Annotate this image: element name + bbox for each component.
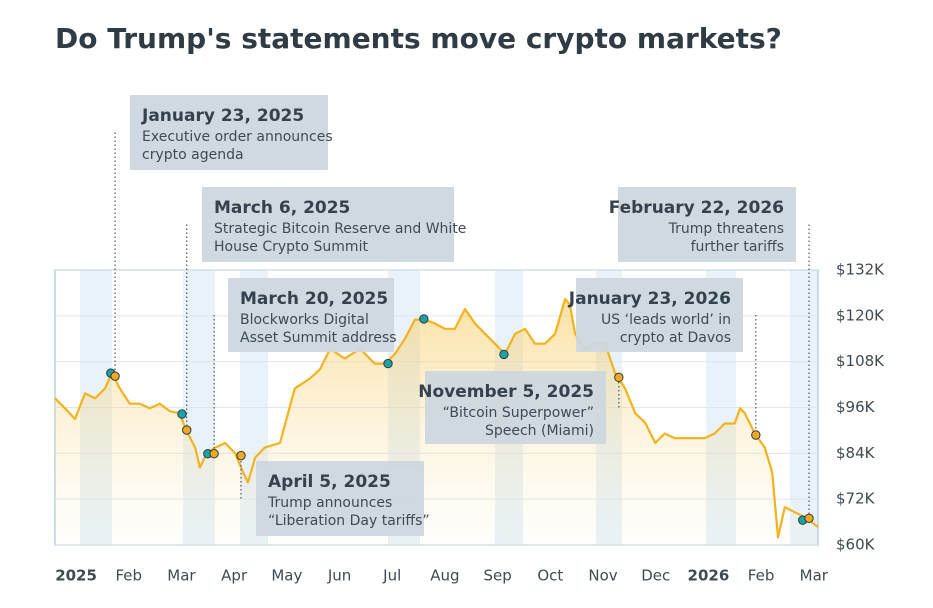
annotation-text: Strategic Bitcoin Reserve and White xyxy=(214,221,466,237)
event-marker xyxy=(614,372,624,383)
x-tick-label: Nov xyxy=(588,567,617,585)
x-tick-label: Mar xyxy=(167,567,196,585)
x-tick-label: May xyxy=(271,567,302,585)
x-tick-label: Aug xyxy=(430,567,459,585)
x-tick-label: 2025 xyxy=(55,567,97,585)
x-tick-label: Feb xyxy=(748,567,775,585)
annotation-box xyxy=(576,278,743,352)
annotation-date: March 6, 2025 xyxy=(214,198,350,218)
event-marker xyxy=(804,513,814,523)
event-marker xyxy=(499,349,509,360)
annotation-date: November 5, 2025 xyxy=(418,382,594,402)
x-tick-label: Mar xyxy=(800,567,829,585)
x-tick-label: Sep xyxy=(483,567,511,585)
x-tick-label: Dec xyxy=(641,567,670,585)
annotation-text: crypto agenda xyxy=(142,147,244,163)
x-tick-label: Apr xyxy=(221,567,248,585)
y-tick-label: $120K xyxy=(836,306,885,324)
annotation-text: crypto at Davos xyxy=(620,330,731,346)
annotation-text: Trump threatens xyxy=(668,221,784,237)
annotation-text: Executive order announces xyxy=(142,129,333,145)
annotation-text: Trump announces xyxy=(267,495,392,511)
annotation-box xyxy=(130,95,328,170)
event-marker xyxy=(419,314,429,324)
y-tick-label: $108K xyxy=(836,352,885,370)
annotation-text: “Bitcoin Superpower” xyxy=(443,405,594,421)
annotation-date: March 20, 2025 xyxy=(240,289,388,309)
annotation-date: April 5, 2025 xyxy=(268,472,391,492)
y-tick-label: $96K xyxy=(836,398,876,416)
chart-title: Do Trump's statements move crypto market… xyxy=(55,22,782,55)
y-tick-label: $60K xyxy=(836,536,876,554)
event-marker xyxy=(383,358,393,369)
annotation-text: Asset Summit address xyxy=(240,330,397,346)
annotation-text: “Liberation Day tariffs” xyxy=(268,513,430,529)
annotation-box xyxy=(202,187,454,262)
annotation-text: US ‘leads world’ in xyxy=(601,312,731,328)
x-tick-label: Jul xyxy=(382,567,401,585)
annotation-text: Blockworks Digital xyxy=(240,312,369,328)
annotation-date: January 23, 2026 xyxy=(568,289,731,309)
annotation-box xyxy=(256,461,424,536)
event-marker xyxy=(209,449,219,459)
annotation-box xyxy=(618,187,796,262)
annotation-text: further tariffs xyxy=(691,239,784,255)
annotation-box xyxy=(228,278,394,352)
event-marker xyxy=(177,409,187,419)
x-tick-label: Jun xyxy=(327,567,351,585)
annotation-box xyxy=(425,371,606,444)
annotation-date: January 23, 2025 xyxy=(141,106,304,126)
y-tick-label: $132K xyxy=(836,261,885,279)
event-marker xyxy=(182,425,192,435)
event-marker xyxy=(110,371,120,381)
annotation-text: House Crypto Summit xyxy=(214,239,368,255)
y-tick-label: $84K xyxy=(836,444,876,462)
event-marker xyxy=(751,430,761,440)
x-tick-label: Feb xyxy=(115,567,142,585)
annotation-text: Speech (Miami) xyxy=(485,423,594,439)
y-tick-label: $72K xyxy=(836,490,876,508)
event-marker xyxy=(236,450,246,461)
x-tick-label: Oct xyxy=(537,567,563,585)
annotation-date: February 22, 2026 xyxy=(609,198,784,218)
x-tick-label: 2026 xyxy=(688,567,730,585)
